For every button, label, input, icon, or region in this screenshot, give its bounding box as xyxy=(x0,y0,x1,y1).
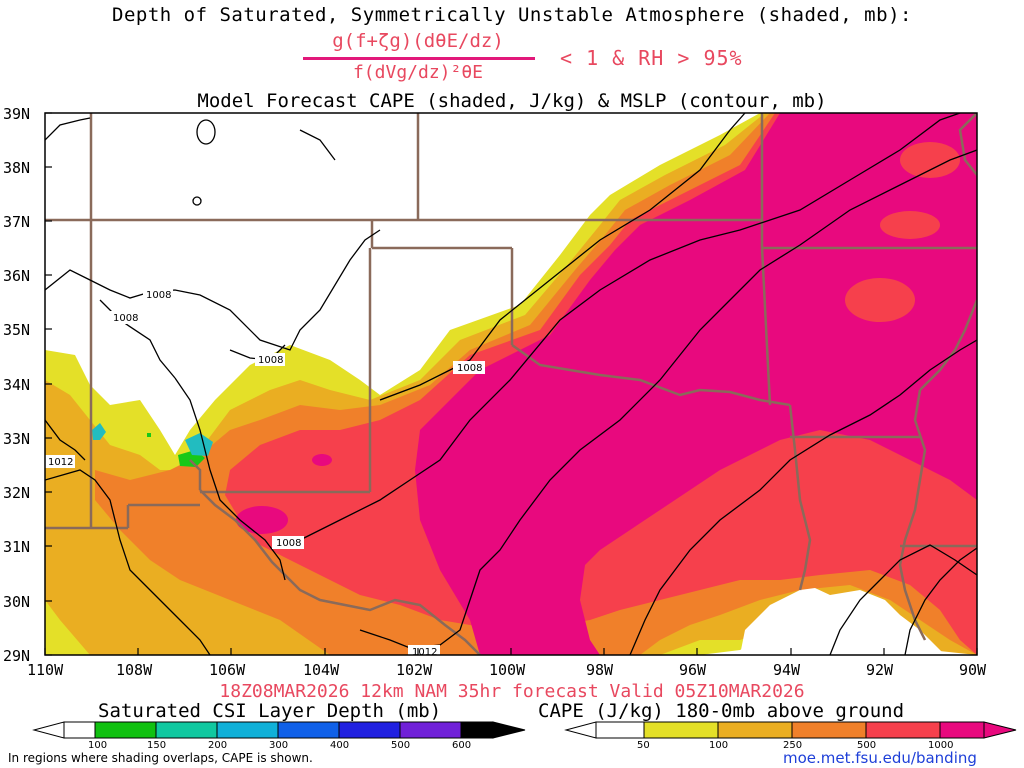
lon-ticks xyxy=(44,648,978,655)
lat-label: 33N xyxy=(3,430,30,448)
cape-1000-blob-2 xyxy=(312,454,332,466)
lon-label: 110W xyxy=(27,661,64,679)
lon-label: 90W xyxy=(959,661,987,679)
csi-tick: 200 xyxy=(208,740,227,751)
lon-label: 102W xyxy=(396,661,433,679)
formula-numerator: g(f+ζg)(dθE/dz) xyxy=(332,30,504,52)
csi-tick: 400 xyxy=(330,740,349,751)
title-line-1: Depth of Saturated, Symmetrically Unstab… xyxy=(112,4,912,26)
lat-label: 39N xyxy=(3,105,30,123)
lon-label: 92W xyxy=(866,661,894,679)
cape-tick: 100 xyxy=(709,740,728,751)
lon-label: 104W xyxy=(303,661,340,679)
formula-denominator: f(dVg/dz)²θE xyxy=(352,62,484,83)
cape-colorbar: 50 100 250 500 1000 xyxy=(564,721,1017,751)
lon-label: 108W xyxy=(116,661,153,679)
lon-label: 106W xyxy=(209,661,246,679)
cape-tick: 250 xyxy=(783,740,802,751)
cape-tick: 1000 xyxy=(928,740,953,751)
overlap-note: In regions where shading overlaps, CAPE … xyxy=(8,751,313,765)
source-url-link[interactable]: moe.met.fsu.edu/banding xyxy=(783,749,977,767)
lat-label: 38N xyxy=(3,159,30,177)
contour-label: 1008 xyxy=(258,355,283,366)
title-line-3: Model Forecast CAPE (shaded, J/kg) & MSL… xyxy=(197,90,827,112)
csi-area-3 xyxy=(92,423,106,440)
csi-colorbar-title: Saturated CSI Layer Depth (mb) xyxy=(98,700,442,722)
cape-500-blob-2 xyxy=(900,142,960,178)
csi-tick: 500 xyxy=(391,740,410,751)
cape-250-blob-1 xyxy=(353,570,397,590)
contour-label: 1008 xyxy=(113,313,138,324)
lat-label: 35N xyxy=(3,321,30,339)
contour-label: 1008 xyxy=(146,290,171,301)
lat-label: 34N xyxy=(3,376,30,394)
cape-500-blob-1 xyxy=(845,278,915,322)
lon-labels: 110W 108W 106W 104W 102W 100W 98W 96W 94… xyxy=(27,661,987,679)
lat-label: 31N xyxy=(3,538,30,556)
lat-label: 37N xyxy=(3,213,30,231)
csi-area-2 xyxy=(185,433,213,456)
formula-condition: < 1 & RH > 95% xyxy=(560,46,743,70)
lat-labels: 39N 38N 37N 36N 35N 34N 33N 32N 31N 30N … xyxy=(3,105,30,665)
csi-colorbar: 100 150 200 300 400 500 600 xyxy=(32,721,526,751)
csi-area-4 xyxy=(147,433,151,437)
lat-label: 30N xyxy=(3,593,30,611)
mslp-contours xyxy=(45,113,977,655)
forecast-valid-line: 18Z08MAR2026 12km NAM 35hr forecast Vali… xyxy=(219,681,805,702)
cape-shading xyxy=(45,113,977,655)
contour-label: 1008 xyxy=(276,538,301,549)
cape-1000-blob-3 xyxy=(880,211,940,239)
lat-label: 32N xyxy=(3,484,30,502)
csi-tick: 100 xyxy=(88,740,107,751)
formula-fraction-bar xyxy=(303,57,535,60)
contour-label: 1012 xyxy=(48,457,73,468)
cape-tick: 500 xyxy=(857,740,876,751)
csi-tick: 600 xyxy=(452,740,471,751)
lon-label: 98W xyxy=(586,661,614,679)
csi-tick: 150 xyxy=(147,740,166,751)
lon-label: 100W xyxy=(489,661,526,679)
lat-label: 29N xyxy=(3,647,30,665)
csi-tick: 300 xyxy=(269,740,288,751)
contour-labels: 1008 1008 1008 1008 1012 1008 1012 xyxy=(45,288,485,658)
cape-colorbar-title: CAPE (J/kg) 180-0mb above ground xyxy=(538,700,905,722)
contour-label: 1008 xyxy=(457,363,482,374)
lat-ticks xyxy=(45,112,52,656)
contour-label: 1012 xyxy=(412,647,437,658)
coastline-and-rivers xyxy=(189,113,977,655)
state-borders xyxy=(45,113,977,548)
gulf-of-mexico xyxy=(740,588,945,655)
lat-label: 36N xyxy=(3,267,30,285)
cape-tick: 50 xyxy=(637,740,650,751)
lon-label: 94W xyxy=(773,661,801,679)
lon-label: 96W xyxy=(679,661,707,679)
